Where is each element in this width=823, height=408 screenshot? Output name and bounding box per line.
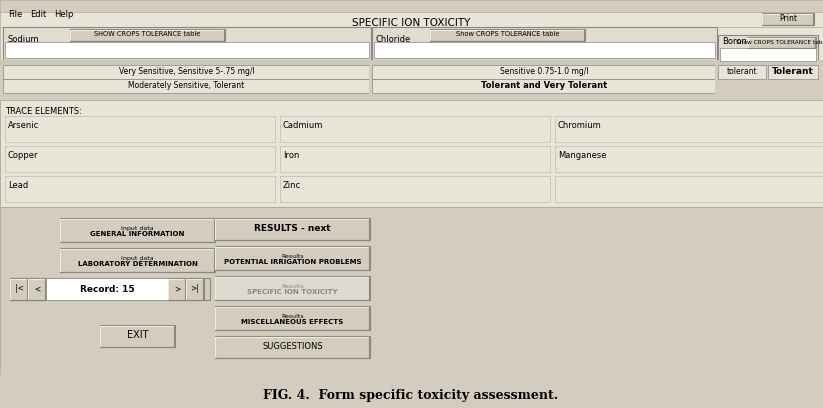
Text: Chromium: Chromium — [558, 121, 602, 130]
Bar — [372, 79, 717, 93]
Text: tolerant: tolerant — [727, 67, 757, 77]
Bar — [280, 116, 550, 142]
Bar — [10, 278, 210, 300]
Bar — [720, 48, 816, 61]
Text: Chloride: Chloride — [376, 35, 412, 44]
Text: MISCELLANEOUS EFFECTS: MISCELLANEOUS EFFECTS — [241, 319, 344, 324]
Bar — [280, 176, 550, 202]
Bar — [280, 146, 550, 172]
Text: SUGGESTIONS: SUGGESTIONS — [263, 342, 323, 351]
Bar — [718, 35, 818, 60]
Bar — [555, 146, 823, 172]
Bar — [762, 13, 814, 25]
Bar — [0, 375, 823, 408]
Text: Tolerant and Very Tolerant: Tolerant and Very Tolerant — [481, 82, 607, 91]
Bar — [28, 278, 46, 300]
Text: >: > — [174, 284, 180, 293]
Text: RESULTS - next: RESULTS - next — [254, 224, 331, 233]
Text: Input data: Input data — [121, 226, 154, 231]
Text: SPECIFIC ION TOXICITY: SPECIFIC ION TOXICITY — [247, 288, 337, 295]
Text: >|: >| — [191, 284, 199, 293]
Bar — [168, 278, 186, 300]
Bar — [60, 218, 215, 242]
Bar — [5, 146, 275, 172]
Bar — [100, 325, 175, 347]
Bar — [555, 116, 823, 142]
Text: Results: Results — [281, 254, 304, 259]
Text: Input data: Input data — [121, 256, 154, 261]
Text: FIG. 4.  Form specific toxicity assessment.: FIG. 4. Form specific toxicity assessmen… — [263, 388, 559, 401]
Bar — [0, 27, 823, 60]
Text: Iron: Iron — [283, 151, 300, 160]
Text: POTENTIAL IRRIGATION PROBLEMS: POTENTIAL IRRIGATION PROBLEMS — [224, 259, 361, 264]
Text: File: File — [8, 10, 22, 19]
Bar — [372, 27, 717, 60]
Text: Record: 15: Record: 15 — [80, 284, 134, 293]
Bar — [768, 65, 818, 79]
Text: Results: Results — [281, 314, 304, 319]
Bar — [46, 278, 168, 300]
Bar — [0, 207, 823, 375]
Text: SHOW CROPS TOLERANCE table: SHOW CROPS TOLERANCE table — [95, 31, 201, 38]
Bar — [5, 42, 369, 58]
Bar — [0, 93, 823, 100]
Bar — [0, 60, 823, 65]
Text: Zinc: Zinc — [283, 181, 301, 190]
Bar — [372, 65, 717, 79]
Bar — [0, 100, 823, 207]
Bar — [5, 116, 275, 142]
Text: Edit: Edit — [30, 10, 46, 19]
Bar — [215, 336, 370, 358]
Text: LABORATORY DETERMINATION: LABORATORY DETERMINATION — [77, 260, 198, 266]
Text: Lead: Lead — [8, 181, 28, 190]
Text: EXIT: EXIT — [127, 330, 148, 341]
Bar — [555, 176, 823, 202]
Text: Cadmium: Cadmium — [283, 121, 323, 130]
Bar — [718, 65, 766, 79]
Text: Moderately Sensitive, Tolerant: Moderately Sensitive, Tolerant — [128, 82, 244, 91]
Bar — [215, 218, 370, 240]
Text: |<: |< — [15, 284, 23, 293]
Text: GENERAL INFORMATION: GENERAL INFORMATION — [91, 231, 184, 237]
Text: Help: Help — [54, 10, 73, 19]
Bar — [215, 276, 370, 300]
Bar — [748, 37, 816, 48]
Text: Sensitive 0.75-1.0 mg/l: Sensitive 0.75-1.0 mg/l — [500, 67, 588, 77]
Text: Sodium: Sodium — [8, 35, 40, 44]
Bar — [5, 176, 275, 202]
Text: Manganese: Manganese — [558, 151, 607, 160]
Text: SPECIFIC ION TOXICITY: SPECIFIC ION TOXICITY — [351, 18, 470, 28]
Bar — [0, 0, 823, 12]
Text: TRACE ELEMENTS:: TRACE ELEMENTS: — [5, 107, 81, 116]
Bar — [10, 278, 28, 300]
Text: Arsenic: Arsenic — [8, 121, 40, 130]
Bar — [0, 12, 823, 27]
Bar — [3, 27, 371, 60]
Bar — [186, 278, 204, 300]
Text: Boron: Boron — [722, 38, 747, 47]
Text: Very Sensitive, Sensitive 5-.75 mg/l: Very Sensitive, Sensitive 5-.75 mg/l — [119, 67, 254, 77]
Bar — [3, 65, 370, 79]
Bar — [70, 29, 225, 41]
Bar — [374, 42, 715, 58]
Text: Show CROPS TOLERANCE table: Show CROPS TOLERANCE table — [456, 31, 560, 38]
Bar — [715, 60, 718, 100]
Bar — [430, 29, 585, 41]
Text: <: < — [34, 284, 40, 293]
Bar — [3, 79, 370, 93]
Text: Tolerant: Tolerant — [772, 67, 814, 77]
Text: Print: Print — [779, 14, 797, 23]
Text: Results: Results — [281, 284, 304, 289]
Bar — [369, 60, 372, 100]
Text: Show CROPS TOLERANCE table: Show CROPS TOLERANCE table — [736, 40, 823, 44]
Bar — [215, 306, 370, 330]
Text: Copper: Copper — [8, 151, 39, 160]
Bar — [215, 246, 370, 270]
Bar — [60, 248, 215, 272]
